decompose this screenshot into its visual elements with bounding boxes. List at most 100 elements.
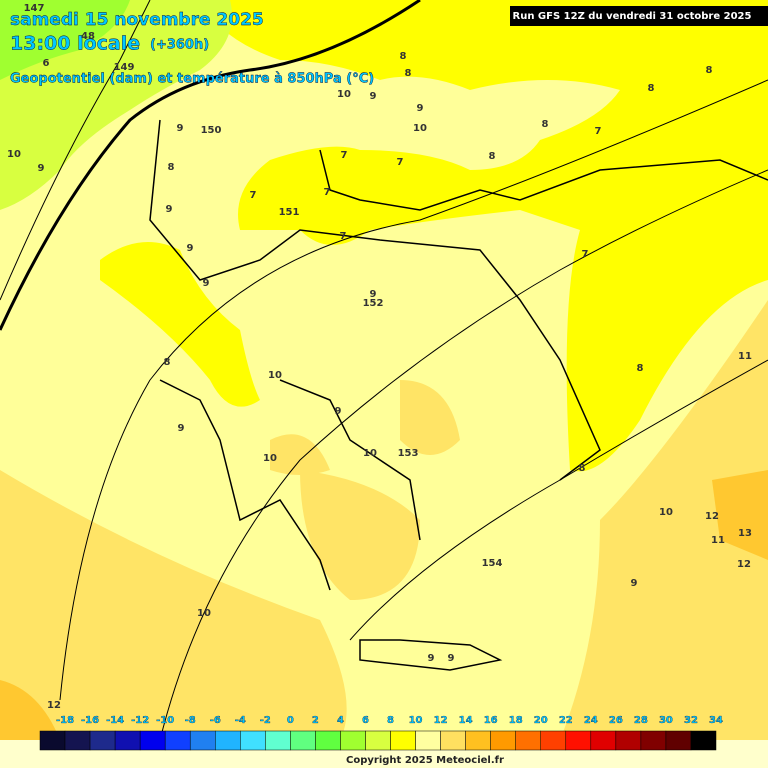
lead-time: (+360h) <box>150 38 209 53</box>
map-label: 153 <box>398 448 419 459</box>
color-swatch <box>89 730 116 751</box>
legend-tick-label: -18 <box>56 715 74 726</box>
contours <box>0 0 768 741</box>
map-label: 6 <box>43 58 50 69</box>
map-label: 9 <box>38 163 45 174</box>
cool-region <box>100 242 260 407</box>
color-swatch <box>290 730 316 751</box>
map-label: 8 <box>489 151 496 162</box>
map-label: 10 <box>659 507 673 518</box>
color-swatch <box>690 730 717 751</box>
map-label: 10 <box>337 89 351 100</box>
map-label: 9 <box>417 103 424 114</box>
legend-tick-label: 30 <box>659 715 673 726</box>
coastline <box>149 119 601 481</box>
color-swatch <box>465 730 491 751</box>
map-label: 12 <box>47 700 61 711</box>
map-label: 48 <box>81 31 95 42</box>
legend-tick-label: 28 <box>634 715 648 726</box>
map-label: 9 <box>178 423 185 434</box>
map-label: 149 <box>114 62 135 73</box>
color-swatch <box>365 730 391 751</box>
legend-tick-label: 16 <box>484 715 498 726</box>
color-swatch <box>215 730 241 751</box>
legend-tick-label: -14 <box>106 715 124 726</box>
color-swatch <box>315 730 341 751</box>
legend-tick-label: -6 <box>210 715 221 726</box>
warm-region <box>270 380 460 600</box>
color-swatch <box>515 730 541 751</box>
legend-tick-label: 0 <box>287 715 294 726</box>
map-label: 9 <box>187 243 194 254</box>
color-swatch <box>590 730 617 751</box>
map-label: 8 <box>542 119 549 130</box>
color-swatch <box>139 730 166 751</box>
map-label: 10 <box>263 453 277 464</box>
map-label: 10 <box>413 123 427 134</box>
map-label: 150 <box>201 125 222 136</box>
legend-tick-label: -10 <box>156 715 174 726</box>
color-swatch <box>64 730 91 751</box>
map-label: 7 <box>397 157 404 168</box>
map-label: 151 <box>279 207 300 218</box>
map-label: 9 <box>335 406 342 417</box>
legend-tick-label: 4 <box>337 715 344 726</box>
map-label: 8 <box>168 162 175 173</box>
legend-tick-label: 14 <box>459 715 473 726</box>
legend-tick-label: 20 <box>534 715 548 726</box>
map-label: 11 <box>738 351 752 362</box>
hot-region <box>0 680 60 740</box>
map-label: 11 <box>711 535 725 546</box>
run-info: Run GFS 12Z du vendredi 31 octobre 2025 <box>513 11 752 22</box>
legend-tick-label: 22 <box>559 715 573 726</box>
run-box <box>510 6 768 26</box>
color-swatch <box>114 730 141 751</box>
map-label: 8 <box>637 363 644 374</box>
warm-region <box>560 300 768 740</box>
map-label: 10 <box>363 448 377 459</box>
time: 13:00 locale <box>10 33 140 55</box>
color-swatch <box>665 730 692 751</box>
color-swatch <box>540 730 567 751</box>
map-label: 9 <box>428 653 435 664</box>
map-label: 9 <box>166 204 173 215</box>
legend-tick-label: 2 <box>312 715 319 726</box>
contour <box>159 169 768 741</box>
color-swatch <box>39 730 66 751</box>
color-swatch <box>340 730 366 751</box>
map-label: 9 <box>631 578 638 589</box>
map-label: 7 <box>324 187 331 198</box>
map-label: 8 <box>648 83 655 94</box>
legend-tick-label: 32 <box>684 715 698 726</box>
contour <box>0 0 151 301</box>
map-label: 9 <box>203 278 210 289</box>
color-swatch <box>189 730 216 751</box>
color-swatch <box>265 730 291 751</box>
legend-tick-label: -4 <box>235 715 246 726</box>
color-swatch <box>640 730 667 751</box>
color-swatch <box>490 730 516 751</box>
contour <box>349 359 768 641</box>
map-label: 8 <box>405 68 412 79</box>
legend-tick-label: -12 <box>131 715 149 726</box>
map-label: 8 <box>400 51 407 62</box>
date: samedi 15 novembre 2025 <box>10 10 264 30</box>
legend-tick-label: 18 <box>509 715 523 726</box>
map-label: 7 <box>340 231 347 242</box>
legend-tick-label: -8 <box>185 715 196 726</box>
legend-tick-label: 26 <box>609 715 623 726</box>
map-label: 9 <box>370 91 377 102</box>
map-label: 9 <box>370 289 377 300</box>
color-swatch <box>164 730 191 751</box>
legend-tick-label: 8 <box>387 715 394 726</box>
legend-tick-label: 6 <box>362 715 369 726</box>
cool-region <box>200 0 768 472</box>
map-label: 152 <box>363 298 384 309</box>
map-label: 12 <box>737 559 751 570</box>
map-label: 12 <box>705 511 719 522</box>
map-label: 7 <box>595 126 602 137</box>
color-swatch <box>390 730 416 751</box>
copyright: Copyright 2025 Meteociel.fr <box>346 755 504 766</box>
map-label: 147 <box>24 3 45 14</box>
